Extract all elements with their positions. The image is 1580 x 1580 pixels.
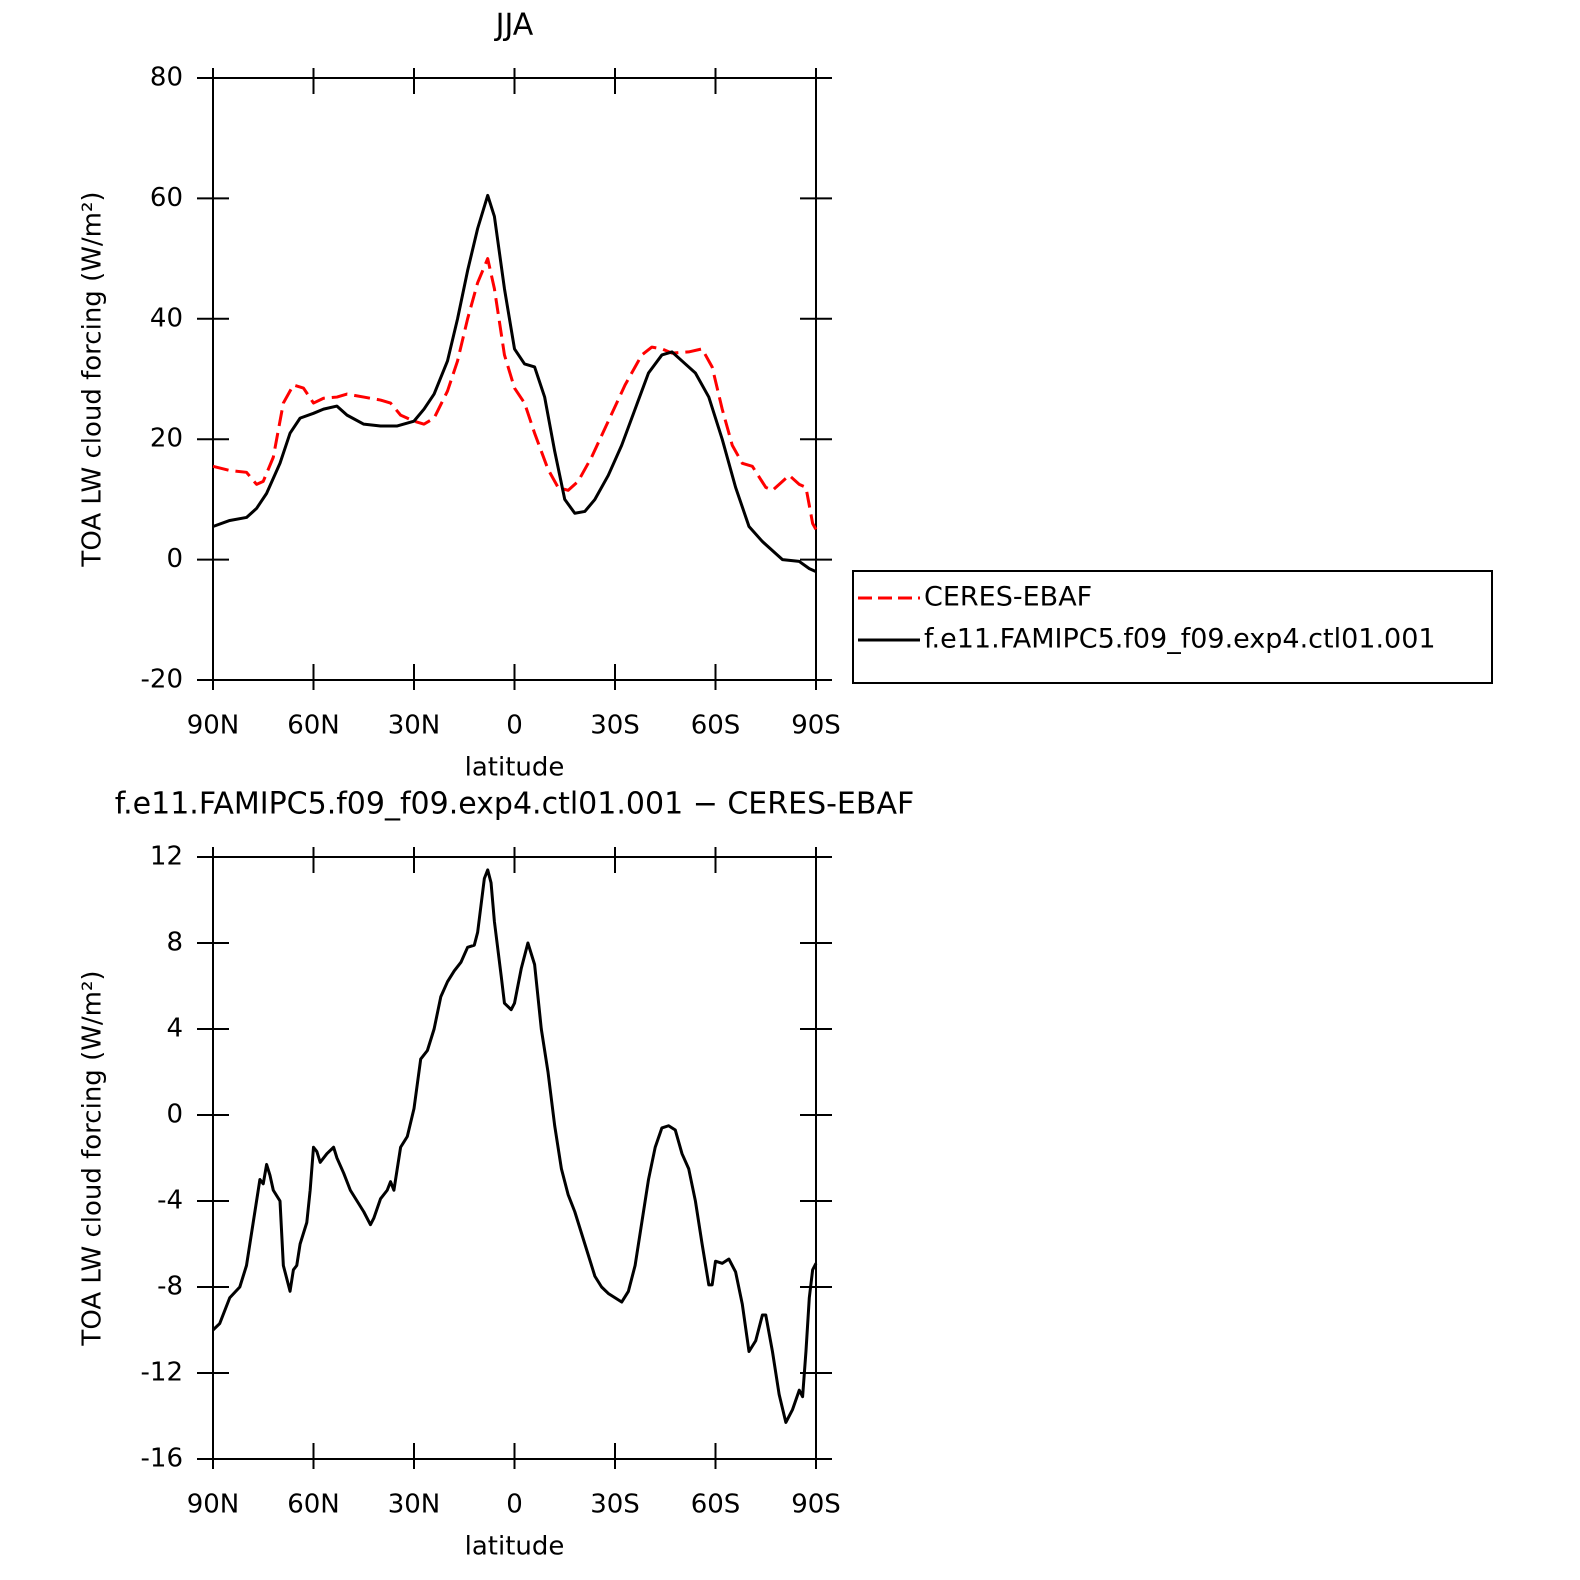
y-tick-label: -20 xyxy=(141,665,183,695)
x-tick-label: 60S xyxy=(691,1490,741,1520)
chart-title: JJA xyxy=(494,8,534,43)
data-line xyxy=(211,868,818,1424)
y-tick-label: 80 xyxy=(150,63,183,93)
plot-frame xyxy=(212,77,817,681)
x-tick-label: 60S xyxy=(691,711,741,741)
y-tick-label: 12 xyxy=(150,842,183,872)
y-tick-label: 20 xyxy=(150,424,183,454)
data-line xyxy=(212,257,818,531)
y-tick-label: -16 xyxy=(141,1444,183,1474)
legend: CERES-EBAF f.e11.FAMIPC5.f09_f09.exp4.ctl… xyxy=(852,570,1493,684)
x-tick-label: 30N xyxy=(388,711,441,741)
y-tick-label: 0 xyxy=(166,1100,183,1130)
y-tick-label: -4 xyxy=(157,1186,183,1216)
plot-frame xyxy=(212,856,817,1460)
y-tick-label: 60 xyxy=(150,183,183,213)
legend-label: f.e11.FAMIPC5.f09_f09.exp4.ctl01.001 xyxy=(924,624,1436,655)
x-tick-label: 0 xyxy=(506,711,523,741)
legend-label: CERES-EBAF xyxy=(924,582,1092,613)
y-tick-label: 0 xyxy=(166,544,183,574)
x-axis-label: latitude xyxy=(465,753,565,783)
x-tick-label: 30S xyxy=(590,711,640,741)
x-tick-label: 90S xyxy=(791,711,841,741)
x-tick-label: 90N xyxy=(187,711,240,741)
x-tick-label: 90N xyxy=(187,1490,240,1520)
y-tick-label: -8 xyxy=(157,1272,183,1302)
x-tick-label: 30S xyxy=(590,1490,640,1520)
y-tick-label: 4 xyxy=(166,1014,183,1044)
x-tick-label: 30N xyxy=(388,1490,441,1520)
y-tick-label: 40 xyxy=(150,303,183,333)
chart-title: f.e11.FAMIPC5.f09_f09.exp4.ctl01.001 − C… xyxy=(115,787,915,822)
y-tick-label: -12 xyxy=(141,1358,183,1388)
data-line xyxy=(212,193,817,574)
x-tick-label: 90S xyxy=(791,1490,841,1520)
x-tick-label: 0 xyxy=(506,1490,523,1520)
x-tick-label: 60N xyxy=(287,1490,340,1520)
x-axis-label: latitude xyxy=(465,1532,565,1562)
y-axis-label: TOA LW cloud forcing (W/m²) xyxy=(78,970,108,1346)
legend-frame xyxy=(852,570,1493,684)
x-tick-label: 60N xyxy=(287,711,340,741)
y-axis-label: TOA LW cloud forcing (W/m²) xyxy=(78,191,108,567)
y-tick-label: 8 xyxy=(166,928,183,958)
